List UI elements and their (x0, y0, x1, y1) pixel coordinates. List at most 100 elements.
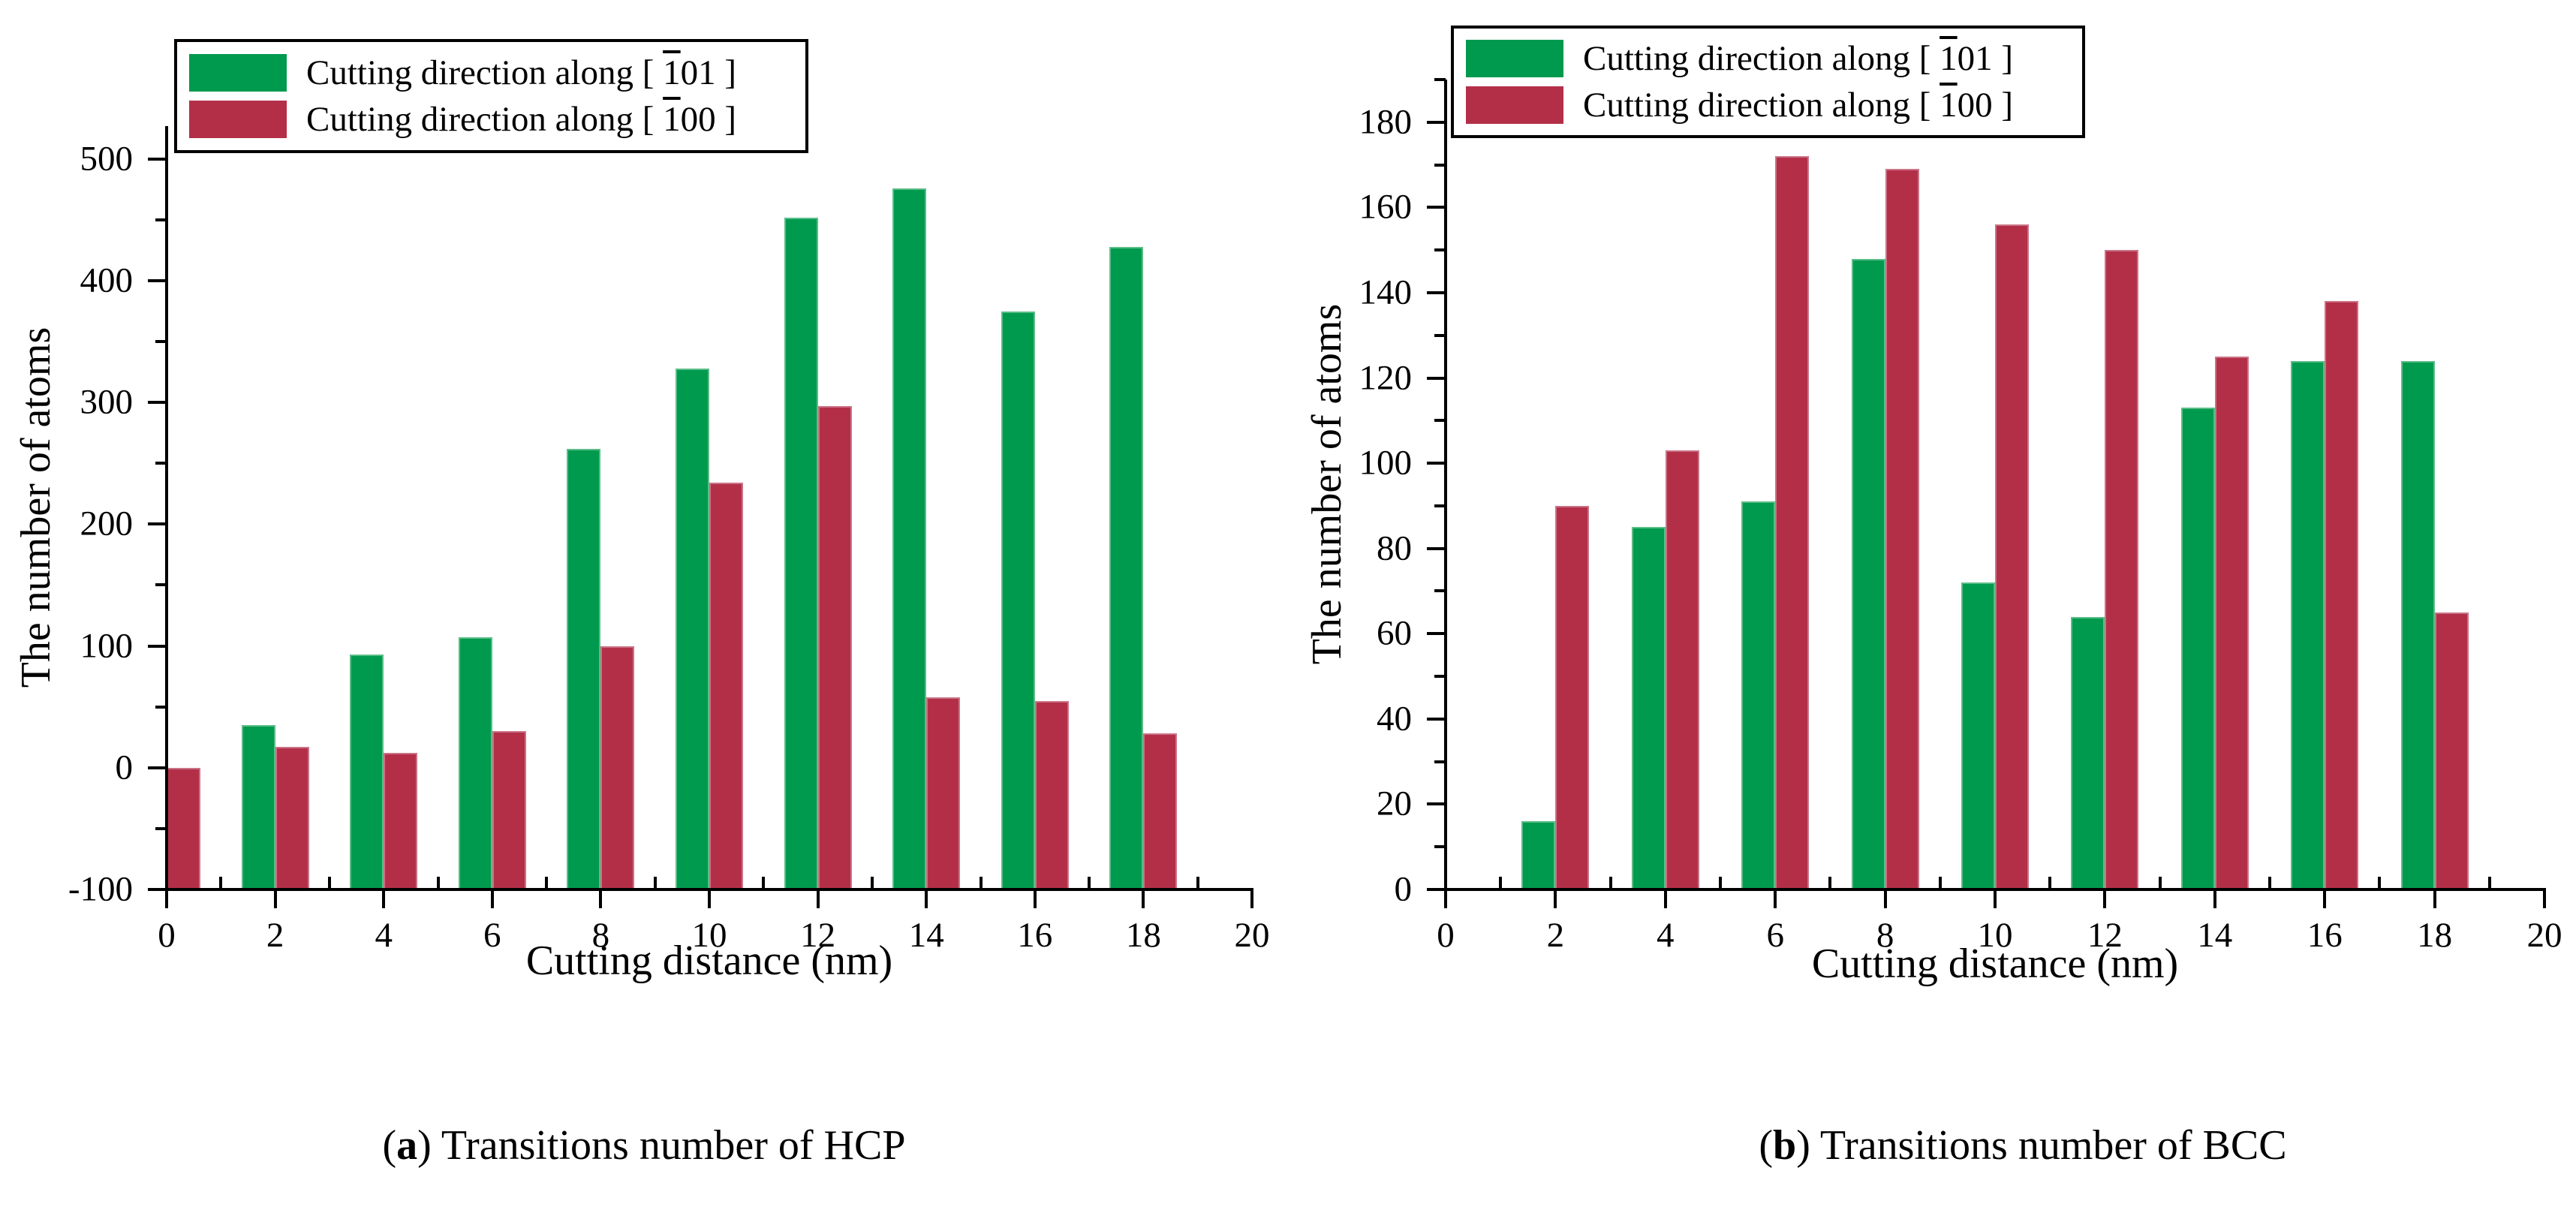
y-tick-label: 180 (1359, 102, 1413, 142)
y-minor-tick (1434, 760, 1446, 763)
legend-swatch-crimson (1466, 86, 1563, 125)
x-tick-label: 4 (375, 916, 393, 955)
x-tick-label: 6 (1766, 916, 1784, 955)
y-major-tick (1427, 632, 1446, 636)
x-tick-label: 20 (2526, 916, 2562, 955)
x-major-tick (2323, 889, 2327, 908)
x-major-tick (1883, 889, 1887, 908)
legend-label: Cutting direction along [ 100 ] (1583, 86, 2014, 125)
y-major-tick (148, 888, 167, 891)
caption-a: (a) Transitions number of HCP (383, 1124, 906, 1166)
y-major-tick (1427, 120, 1446, 124)
caption-b-marker: b (1773, 1122, 1797, 1169)
x-minor-tick (1719, 877, 1722, 888)
x-tick-label: 12 (2087, 916, 2123, 955)
y-tick-label: 120 (1359, 358, 1413, 398)
bar-hcp-crimson-x16 (1034, 700, 1069, 889)
y-tick-label: 400 (80, 260, 134, 300)
xlabel-bcc: Cutting distance (nm) (1811, 941, 2179, 987)
bar-hcp-crimson-x4 (384, 753, 418, 889)
y-minor-tick (155, 462, 167, 465)
bar-bcc-crimson-x6 (1775, 156, 1810, 889)
x-major-tick (1142, 889, 1145, 908)
y-tick-label: -100 (68, 869, 133, 909)
y-major-tick (148, 766, 167, 769)
x-tick-label: 10 (1977, 916, 2013, 955)
bar-hcp-crimson-x18 (1143, 733, 1178, 889)
bar-hcp-crimson-x14 (926, 697, 961, 889)
x-major-tick (273, 889, 277, 908)
y-minor-tick (1434, 419, 1446, 423)
y-major-tick (1427, 802, 1446, 806)
caption-b-paren-open: ( (1759, 1122, 1774, 1169)
y-major-tick (1427, 290, 1446, 294)
x-minor-tick (1088, 877, 1091, 888)
x-tick-label: 14 (2197, 916, 2233, 955)
caption-a-paren-open: ( (382, 1122, 397, 1169)
y-tick-label: 200 (80, 504, 134, 543)
legend-label: Cutting direction along [ 100 ] (306, 100, 737, 139)
x-minor-tick (327, 877, 331, 888)
x-tick-label: 2 (266, 916, 284, 955)
x-tick-label: 14 (908, 916, 944, 955)
y-axis-spine (1444, 80, 1447, 892)
x-tick-label: 6 (483, 916, 501, 955)
x-major-tick (599, 889, 603, 908)
bar-hcp-crimson-x12 (817, 406, 852, 889)
y-minor-tick (1434, 845, 1446, 849)
bar-hcp-green-x8 (567, 448, 601, 889)
legend-item-crimson: Cutting direction along [ 100 ] (1466, 85, 2075, 125)
ylabel-hcp: The number of atoms (13, 327, 59, 688)
x-minor-tick (762, 877, 766, 888)
y-minor-tick (1434, 248, 1446, 252)
y-major-tick (1427, 376, 1446, 380)
bar-bcc-green-x6 (1741, 501, 1776, 889)
legend-item-crimson: Cutting direction along [ 100 ] (189, 99, 798, 140)
x-major-tick (165, 889, 168, 908)
x-minor-tick (1196, 877, 1199, 888)
chart-bcc: 0 20 40 60 80 100 120 140 160 180 0 2 4 6 8 10 12 14 16 18 2… (1359, 26, 2562, 953)
bar-hcp-green-x16 (1001, 311, 1035, 889)
legend-label: Cutting direction along [ 101 ] (1583, 38, 2014, 78)
x-minor-tick (545, 877, 549, 888)
x-tick-label: 8 (1876, 916, 1894, 955)
x-tick-label: 18 (2417, 916, 2453, 955)
x-minor-tick (2378, 877, 2382, 888)
x-tick-label: 0 (158, 916, 176, 955)
y-tick-label: 160 (1359, 187, 1413, 227)
x-minor-tick (1499, 877, 1503, 888)
bar-bcc-green-x2 (1521, 821, 1556, 889)
bar-bcc-green-x16 (2291, 360, 2325, 889)
y-minor-tick (155, 340, 167, 344)
x-tick-label: 4 (1657, 916, 1675, 955)
x-tick-label: 16 (1017, 916, 1053, 955)
y-minor-tick (1434, 675, 1446, 679)
x-major-tick (1033, 889, 1037, 908)
y-major-tick (148, 157, 167, 161)
bar-hcp-crimson-x10 (709, 483, 743, 889)
y-minor-tick (155, 583, 167, 587)
bar-bcc-green-x10 (1961, 582, 1995, 889)
x-major-tick (2543, 889, 2546, 908)
legend-label: Cutting direction along [ 101 ] (306, 53, 737, 92)
y-major-tick (148, 278, 167, 282)
y-minor-tick (1434, 333, 1446, 337)
x-tick-label: 8 (591, 916, 610, 955)
bar-hcp-green-x14 (892, 188, 927, 889)
bar-bcc-green-x4 (1631, 527, 1666, 889)
x-minor-tick (2158, 877, 2162, 888)
legend-bcc: Cutting direction along [ 101 ] Cutting d… (1451, 26, 2085, 138)
x-minor-tick (1828, 877, 1832, 888)
legend-swatch-green (1466, 39, 1563, 77)
bar-hcp-crimson-x6 (492, 731, 526, 889)
x-major-tick (1444, 889, 1447, 908)
bar-hcp-green-x12 (784, 217, 818, 889)
x-major-tick (382, 889, 386, 908)
bar-bcc-crimson-x14 (2214, 357, 2249, 889)
legend-hcp: Cutting direction along [ 101 ] Cutting d… (174, 39, 808, 153)
y-major-tick (1427, 717, 1446, 721)
bar-hcp-green-x10 (676, 368, 709, 889)
x-tick-label: 2 (1546, 916, 1565, 955)
bar-bcc-green-x12 (2071, 616, 2105, 889)
